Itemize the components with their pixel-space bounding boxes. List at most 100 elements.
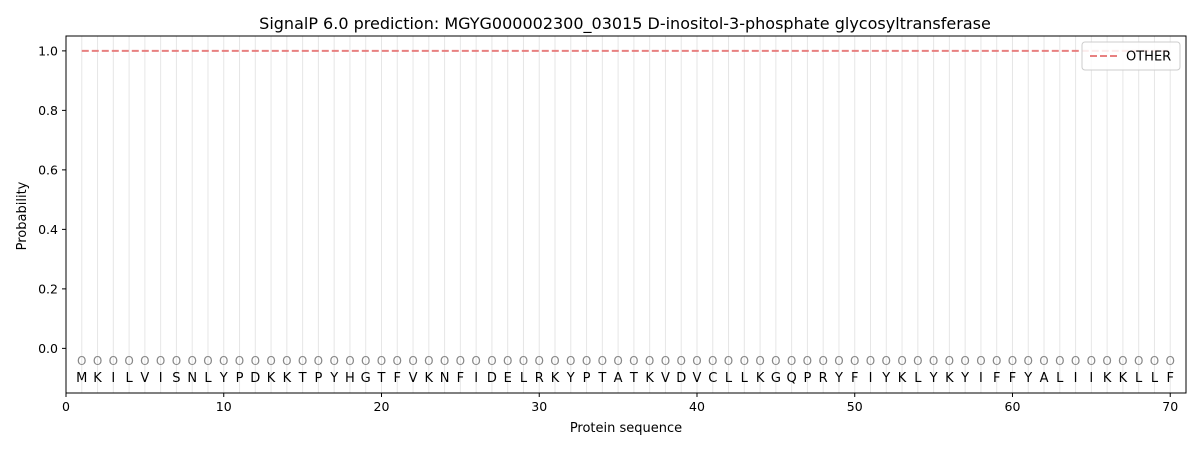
region-mark: O <box>140 354 149 368</box>
region-mark: O <box>235 354 244 368</box>
region-mark: O <box>755 354 764 368</box>
residue-label: G <box>361 371 371 386</box>
residue-label: K <box>756 371 765 386</box>
region-mark: O <box>109 354 118 368</box>
y-tick-label: 0.8 <box>38 103 58 118</box>
residue-label: K <box>645 371 654 386</box>
region-mark: O <box>598 354 607 368</box>
region-mark: O <box>424 354 433 368</box>
residue-label: Y <box>219 371 228 386</box>
region-mark: O <box>771 354 780 368</box>
region-mark: O <box>818 354 827 368</box>
region-mark: O <box>77 354 86 368</box>
y-tick-label: 0.4 <box>38 222 58 237</box>
residue-label: R <box>535 371 544 386</box>
y-tick-label: 0.2 <box>38 281 58 296</box>
residue-label: V <box>693 371 702 386</box>
residue-label: L <box>1135 371 1143 386</box>
region-mark: O <box>897 354 906 368</box>
region-mark: O <box>1165 354 1174 368</box>
y-tick-label: 0.6 <box>38 162 58 177</box>
residue-label: I <box>1089 371 1093 386</box>
residue-label: Y <box>929 371 938 386</box>
residue-label: L <box>520 371 528 386</box>
residue-label: I <box>474 371 478 386</box>
region-mark: O <box>645 354 654 368</box>
residue-label: Y <box>566 371 575 386</box>
residue-label: Y <box>834 371 843 386</box>
axes: 0 10 20 30 40 50 60 70 0.0 0.2 0.4 0.6 0.8 1.0 <box>38 35 1187 414</box>
region-mark: O <box>803 354 812 368</box>
y-axis-label: Probability <box>15 181 30 250</box>
region-mark: O <box>1039 354 1048 368</box>
residue-label: T <box>377 371 386 386</box>
residue-label: S <box>172 371 180 386</box>
region-mark: O <box>945 354 954 368</box>
region-mark: O <box>471 354 480 368</box>
region-mark: O <box>929 354 938 368</box>
region-mark: O <box>1102 354 1111 368</box>
region-mark: O <box>187 354 196 368</box>
region-mark: O <box>535 354 544 368</box>
residue-label: K <box>425 371 434 386</box>
residue-label: N <box>440 371 450 386</box>
region-mark: O <box>740 354 749 368</box>
residue-label: H <box>345 371 355 386</box>
residue-label: V <box>661 371 670 386</box>
residue-label: V <box>409 371 418 386</box>
region-mark: O <box>1055 354 1064 368</box>
region-mark: O <box>93 354 102 368</box>
y-tick-label: 1.0 <box>38 43 58 58</box>
residue-label: F <box>1166 371 1173 386</box>
region-mark: O <box>1134 354 1143 368</box>
region-mark: O <box>582 354 591 368</box>
x-axis-label: Protein sequence <box>570 421 682 436</box>
residue-label: K <box>898 371 907 386</box>
residue-label: I <box>979 371 983 386</box>
region-mark: O <box>251 354 260 368</box>
region-mark: O <box>1150 354 1159 368</box>
region-mark: O <box>1071 354 1080 368</box>
region-mark: O <box>913 354 922 368</box>
residue-label: Y <box>329 371 338 386</box>
residue-label: L <box>914 371 922 386</box>
residue-label: K <box>1119 371 1128 386</box>
region-mark: O <box>219 354 228 368</box>
region-mark: O <box>661 354 670 368</box>
x-tick-label: 70 <box>1162 399 1178 414</box>
residue-label: I <box>869 371 873 386</box>
residue-label: D <box>676 371 686 386</box>
region-mark: O <box>329 354 338 368</box>
x-tick-label: 0 <box>62 399 70 414</box>
residue-label: K <box>551 371 560 386</box>
x-tick-label: 10 <box>216 399 232 414</box>
region-mark: O <box>676 354 685 368</box>
residue-label: T <box>629 371 638 386</box>
residue-label: Y <box>1023 371 1032 386</box>
x-tick-label: 30 <box>531 399 547 414</box>
region-mark: O <box>503 354 512 368</box>
region-mark: O <box>408 354 417 368</box>
region-mark: O <box>1118 354 1127 368</box>
residue-label: K <box>267 371 276 386</box>
region-mark: O <box>266 354 275 368</box>
region-mark: O <box>156 354 165 368</box>
plot-frame <box>65 35 1187 394</box>
region-mark: O <box>345 354 354 368</box>
residue-label: I <box>111 371 115 386</box>
x-tick-label: 20 <box>374 399 390 414</box>
residue-label: Y <box>881 371 890 386</box>
region-mark: O <box>992 354 1001 368</box>
residue-label: L <box>725 371 733 386</box>
residue-label: D <box>250 371 260 386</box>
residue-label: F <box>457 371 464 386</box>
region-mark: O <box>1008 354 1017 368</box>
residue-label: F <box>851 371 858 386</box>
region-mark: O <box>566 354 575 368</box>
residue-label: P <box>803 371 811 386</box>
region-mark: O <box>724 354 733 368</box>
region-mark: O <box>519 354 528 368</box>
region-mark: O <box>377 354 386 368</box>
chart-title: SignalP 6.0 prediction: MGYG000002300_03… <box>259 14 991 34</box>
